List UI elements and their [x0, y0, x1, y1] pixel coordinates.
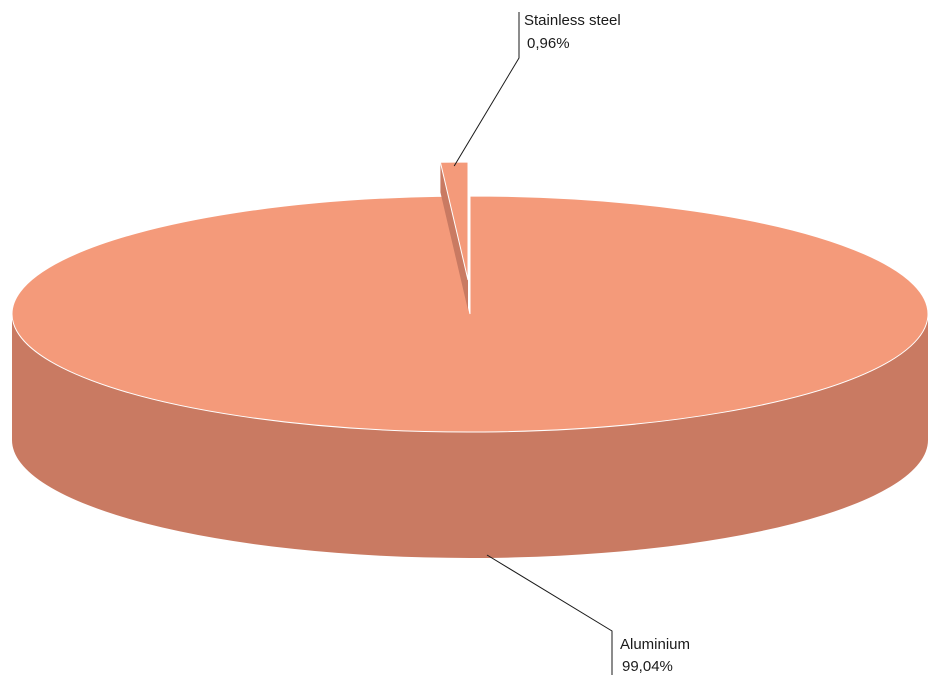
slice-stainless-steel-side: [440, 162, 468, 310]
leader-line-stainless-steel: [453, 12, 520, 167]
leader-line-aluminium: [486, 554, 613, 675]
slice-aluminium-side: [12, 314, 928, 558]
label-stainless-steel: Stainless steel 0,96%: [524, 12, 621, 52]
slice-label-name: Stainless steel: [524, 12, 621, 29]
label-aluminium: Aluminium 99,04%: [620, 636, 690, 675]
slice-aluminium-top: [11, 195, 929, 433]
pie-slices: [11, 161, 929, 558]
leader-lines: [453, 12, 613, 675]
slice-label-name: Aluminium: [620, 636, 690, 653]
slice-label-value: 99,04%: [622, 658, 673, 675]
slice-stainless-steel-top: [439, 161, 469, 281]
slice-label-value: 0,96%: [527, 35, 570, 52]
